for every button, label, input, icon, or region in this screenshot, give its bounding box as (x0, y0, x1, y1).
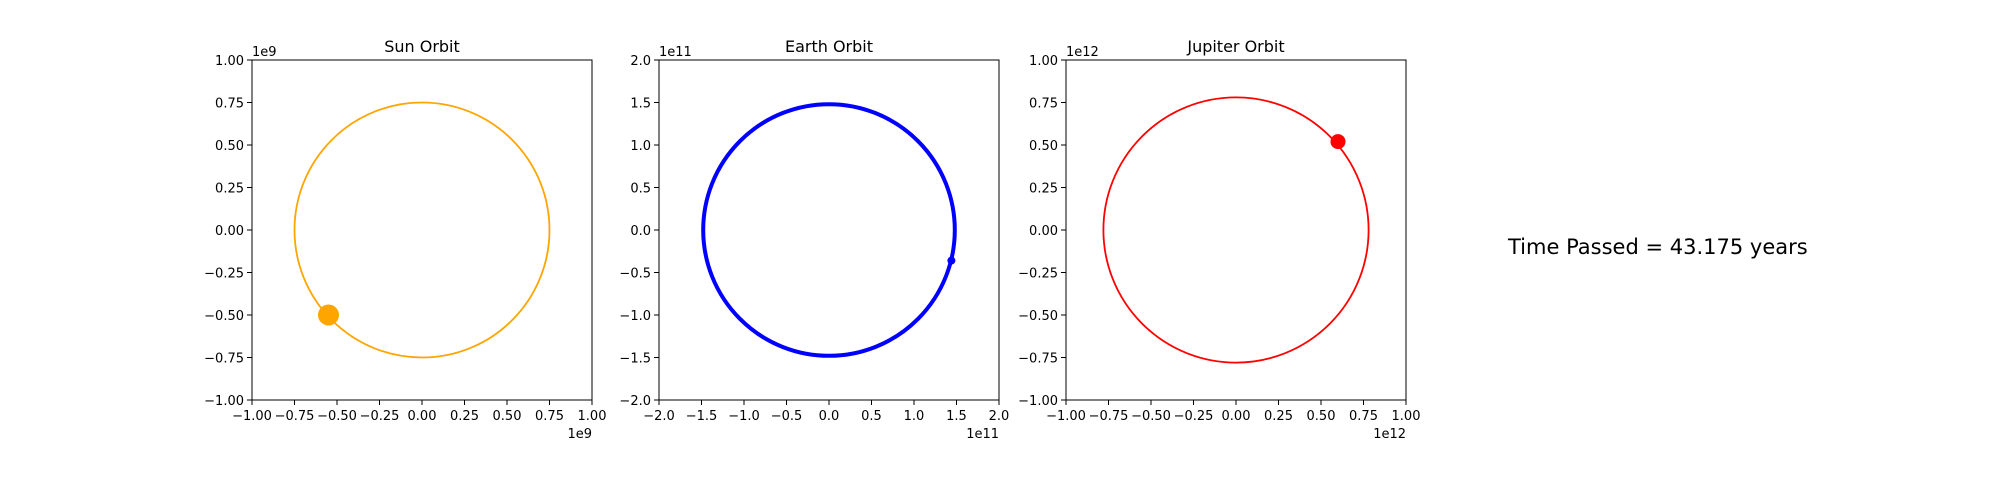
x-tick-label: 0.0 (819, 409, 840, 424)
sun-orbit-panel: Sun Orbit−1.00 −0.75 −0.50 −0.25 0.00 0.25 0.5… (204, 37, 606, 442)
y-tick-label: −0.75 (1018, 352, 1058, 367)
x-tick-label: −0.50 (317, 409, 357, 424)
y-tick-label: −0.50 (204, 309, 244, 324)
x-tick-label: 1.00 (1392, 409, 1421, 424)
x-tick-label: 0.75 (535, 409, 564, 424)
y-tick-label: 0.00 (215, 224, 244, 239)
y-offset-label: 1e9 (252, 45, 277, 60)
y-tick-label: 1.00 (215, 54, 244, 69)
y-tick-label: 0.5 (630, 182, 651, 197)
x-tick-label: 0.50 (1307, 409, 1336, 424)
x-tick-label: 0.75 (1349, 409, 1378, 424)
x-tick-label: 0.25 (450, 409, 479, 424)
y-tick-label: 2.0 (630, 54, 651, 69)
x-offset-label: 1e12 (1373, 427, 1406, 442)
x-offset-label: 1e11 (966, 427, 999, 442)
x-tick-label: 0.50 (493, 409, 522, 424)
earth-orbit-panel: Earth Orbit −2.0 −1.5 −1.0 −0.5 0.0 0.5 1.0 1.5 2… (619, 37, 1009, 442)
x-tick-label: −0.75 (1089, 409, 1129, 424)
x-tick-label: −2.0 (643, 409, 675, 424)
y-tick-label: −0.5 (619, 267, 651, 282)
y-tick-label: 1.0 (630, 139, 651, 154)
axes-frame (1065, 59, 1407, 401)
chart-title: Jupiter Orbit (1186, 37, 1284, 56)
x-tick-label: 1.00 (578, 409, 607, 424)
jupiter-body-marker (1330, 134, 1346, 150)
y-tick-label: −1.00 (1018, 394, 1058, 409)
x-tick-label: −0.25 (1174, 409, 1214, 424)
earth-body-marker (947, 256, 956, 265)
y-tick-label: 0.50 (1029, 139, 1058, 154)
x-tick-label: −0.25 (360, 409, 400, 424)
x-tick-label: −0.50 (1131, 409, 1171, 424)
x-tick-label: 0.5 (861, 409, 882, 424)
x-tick-label: 1.0 (904, 409, 925, 424)
jupiter-orbit-path (1102, 96, 1370, 364)
y-tick-label: −0.50 (1018, 309, 1058, 324)
x-offset-label: 1e9 (567, 427, 592, 442)
time-passed-label: Time Passed = 43.175 years (1507, 235, 1808, 259)
y-tick-label: −1.5 (619, 352, 651, 367)
y-tick-label: −1.0 (619, 309, 651, 324)
x-tick-label: 2.0 (989, 409, 1010, 424)
axes-frame (251, 59, 593, 401)
y-offset-label: 1e11 (659, 45, 692, 60)
x-tick-label: 0.25 (1264, 409, 1293, 424)
x-tick-label: −1.0 (728, 409, 760, 424)
chart-title: Sun Orbit (384, 37, 460, 56)
x-tick-label: 1.5 (946, 409, 967, 424)
x-tick-label: −0.5 (771, 409, 803, 424)
x-tick-label: 0.00 (1222, 409, 1251, 424)
x-tick-label: −0.75 (275, 409, 315, 424)
y-tick-label: −0.25 (204, 267, 244, 282)
y-tick-label: 0.25 (1029, 182, 1058, 197)
y-tick-label: −0.75 (204, 352, 244, 367)
chart-title: Earth Orbit (785, 37, 873, 56)
y-tick-label: 0.50 (215, 139, 244, 154)
sun-orbit-path (293, 101, 551, 359)
x-tick-label: −1.00 (1046, 409, 1086, 424)
y-tick-label: 0.25 (215, 182, 244, 197)
sun-body-marker (318, 304, 339, 326)
y-tick-label: 0.75 (1029, 97, 1058, 112)
y-tick-label: 1.00 (1029, 54, 1058, 69)
x-tick-label: −1.5 (686, 409, 718, 424)
y-tick-label: 0.75 (215, 97, 244, 112)
axes-frame (658, 59, 1000, 401)
y-tick-label: −1.00 (204, 394, 244, 409)
y-tick-label: −2.0 (619, 394, 651, 409)
x-tick-label: 0.00 (408, 409, 437, 424)
jupiter-orbit-panel: Jupiter Orbit−1.00 −0.75 −0.50 −0.25 0.00 0.2… (1018, 37, 1420, 442)
earth-orbit-path (701, 102, 957, 358)
y-tick-label: −0.25 (1018, 267, 1058, 282)
y-tick-label: 1.5 (630, 97, 651, 112)
x-tick-label: −1.00 (232, 409, 272, 424)
y-offset-label: 1e12 (1066, 45, 1099, 60)
y-tick-label: 0.0 (630, 224, 651, 239)
y-tick-label: 0.00 (1029, 224, 1058, 239)
